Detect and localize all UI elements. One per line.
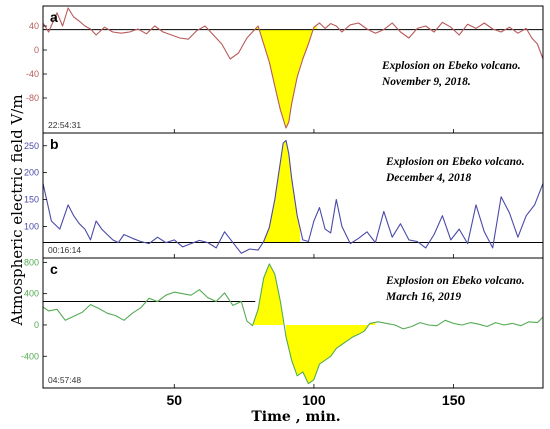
x-tick-labels: 50 100 150 <box>166 392 465 408</box>
y-axis-label: Atmospheric electric field V/m <box>8 94 26 326</box>
y-tick-b-0: 250 <box>24 141 39 151</box>
y-tick-a-3: -80 <box>26 93 39 103</box>
annotation-c-1: March 16, 2019 <box>385 291 461 303</box>
panel-a: 40 0 -40 -80 a Explosion on Ebeko volcano. Nov… <box>26 5 544 134</box>
panel-letter-b: b <box>50 136 59 152</box>
y-tick-b-1: 200 <box>24 168 39 178</box>
annotation-a-1: November 9, 2018. <box>381 76 471 88</box>
x-tick-0: 50 <box>166 392 182 408</box>
x-tick-1: 100 <box>302 392 326 408</box>
timestamp-a: 22:54:31 <box>48 120 81 130</box>
y-tick-c-1: 400 <box>24 289 39 299</box>
panel-letter-c: c <box>50 261 58 277</box>
panel-b: 250 200 150 100 b Explosion on Ebeko volcano.… <box>24 132 544 259</box>
fill-area-a-0 <box>252 25 317 129</box>
fill-area-c-1 <box>286 322 376 384</box>
annotation-c-0: Explosion on Ebeko volcano. <box>385 275 525 287</box>
annotation-b-1: December 4, 2018 <box>385 172 472 184</box>
y-tick-b-2: 150 <box>24 195 39 205</box>
y-tick-a-2: -40 <box>26 69 39 79</box>
y-tick-b-3: 100 <box>24 221 39 231</box>
annotation-b-0: Explosion on Ebeko volcano. <box>385 156 525 168</box>
series-line-b <box>43 139 543 254</box>
y-tick-a-0: 40 <box>29 21 39 31</box>
panel-frame-c <box>42 257 544 389</box>
x-axis-label: Time , min. <box>251 409 340 425</box>
y-tick-c-0: 800 <box>24 257 39 267</box>
timestamp-b: 00:16:14 <box>48 245 81 255</box>
timestamp-c: 04:57:48 <box>48 375 81 385</box>
y-tick-c-2: 0 <box>34 320 39 330</box>
series-line-a <box>43 7 543 129</box>
y-tick-c-3: -400 <box>21 351 39 361</box>
x-tick-2: 150 <box>442 392 466 408</box>
fill-area-b-0 <box>263 140 300 243</box>
annotation-a-0: Explosion on Ebeko volcano. <box>381 60 521 72</box>
panel-letter-a: a <box>50 9 58 25</box>
series-line-c <box>43 263 543 385</box>
panel-c: 800 400 0 -400 c Explosion on Ebeko volcano. M… <box>21 257 544 389</box>
y-tick-a-1: 0 <box>34 45 39 55</box>
